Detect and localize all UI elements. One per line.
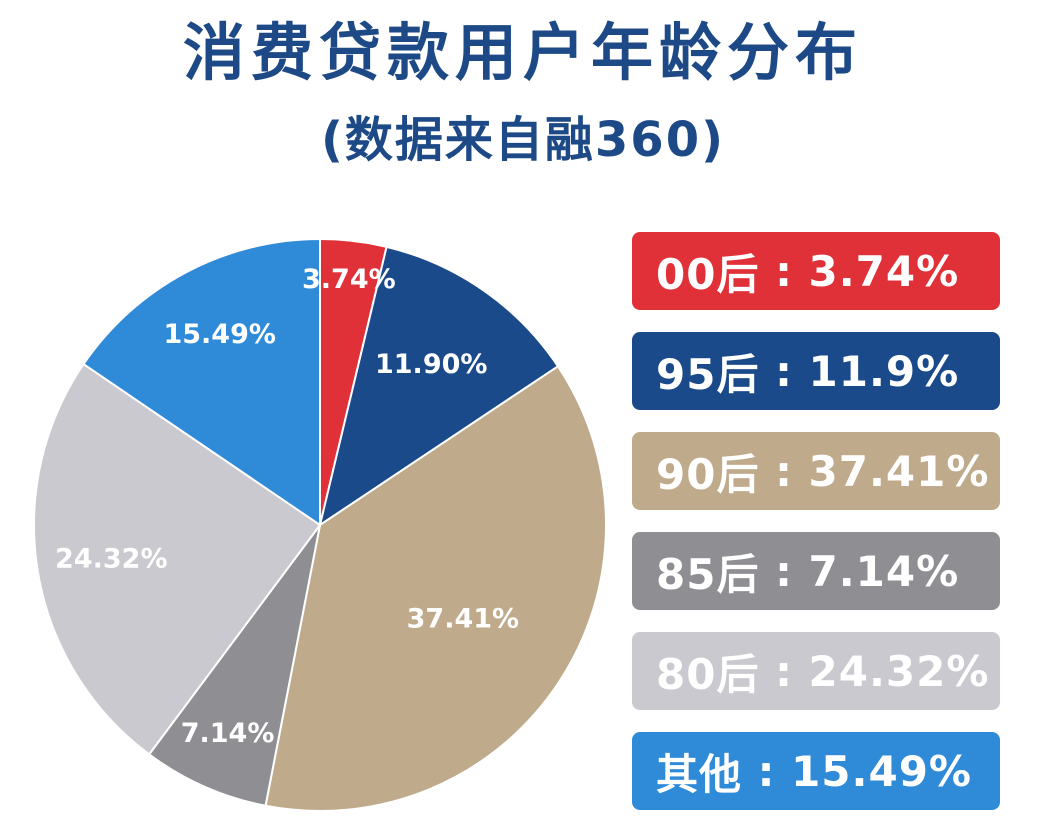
legend-separator: : [759, 546, 809, 596]
legend-separator: : [759, 246, 809, 296]
legend-separator: : [759, 646, 809, 696]
legend: 00后 : 3.74% 95后 : 11.9% 90后 : 37.41% 85后… [632, 232, 1002, 832]
pie-data-label: 7.14% [181, 718, 275, 749]
pie-data-label: 15.49% [163, 319, 275, 350]
pie-data-label: 37.41% [407, 604, 519, 635]
pie-data-label: 24.32% [55, 544, 167, 575]
legend-separator: : [759, 346, 809, 396]
pie-slice-other [82, 237, 321, 527]
legend-item-95: 95后 : 11.9% [632, 332, 1000, 410]
chart-subtitle: (数据来自融360) [320, 112, 726, 168]
legend-label: 其他 [656, 749, 743, 799]
legend-item-other: 其他 : 15.49% [632, 732, 1000, 810]
pie-slice-95 [318, 245, 560, 528]
legend-item-90: 90后 : 37.41% [632, 432, 1000, 510]
legend-label: 00后 [656, 249, 760, 299]
pie-slice-90 [264, 364, 607, 812]
legend-item-85: 85后 : 7.14% [632, 532, 1000, 610]
legend-value: 7.14% [808, 546, 960, 596]
pie-slice-85 [147, 524, 321, 807]
legend-separator: : [759, 446, 809, 496]
legend-item-80: 80后 : 24.32% [632, 632, 1000, 710]
legend-value: 3.74% [808, 246, 960, 296]
legend-label: 80后 [656, 649, 760, 699]
legend-value: 37.41% [808, 446, 990, 496]
pie-data-label: 3.74% [302, 264, 396, 295]
legend-item-00: 00后 : 3.74% [632, 232, 1000, 310]
legend-separator: : [742, 746, 792, 796]
legend-label: 90后 [656, 449, 760, 499]
pie-slice-80 [33, 362, 322, 756]
legend-value: 11.9% [808, 346, 960, 396]
pie-data-label: 11.90% [375, 349, 487, 380]
legend-value: 15.49% [791, 746, 972, 796]
chart-title: 消费贷款用户年龄分布 [182, 16, 863, 89]
legend-label: 85后 [656, 549, 760, 599]
legend-value: 24.32% [808, 646, 990, 696]
legend-label: 95后 [656, 349, 760, 399]
